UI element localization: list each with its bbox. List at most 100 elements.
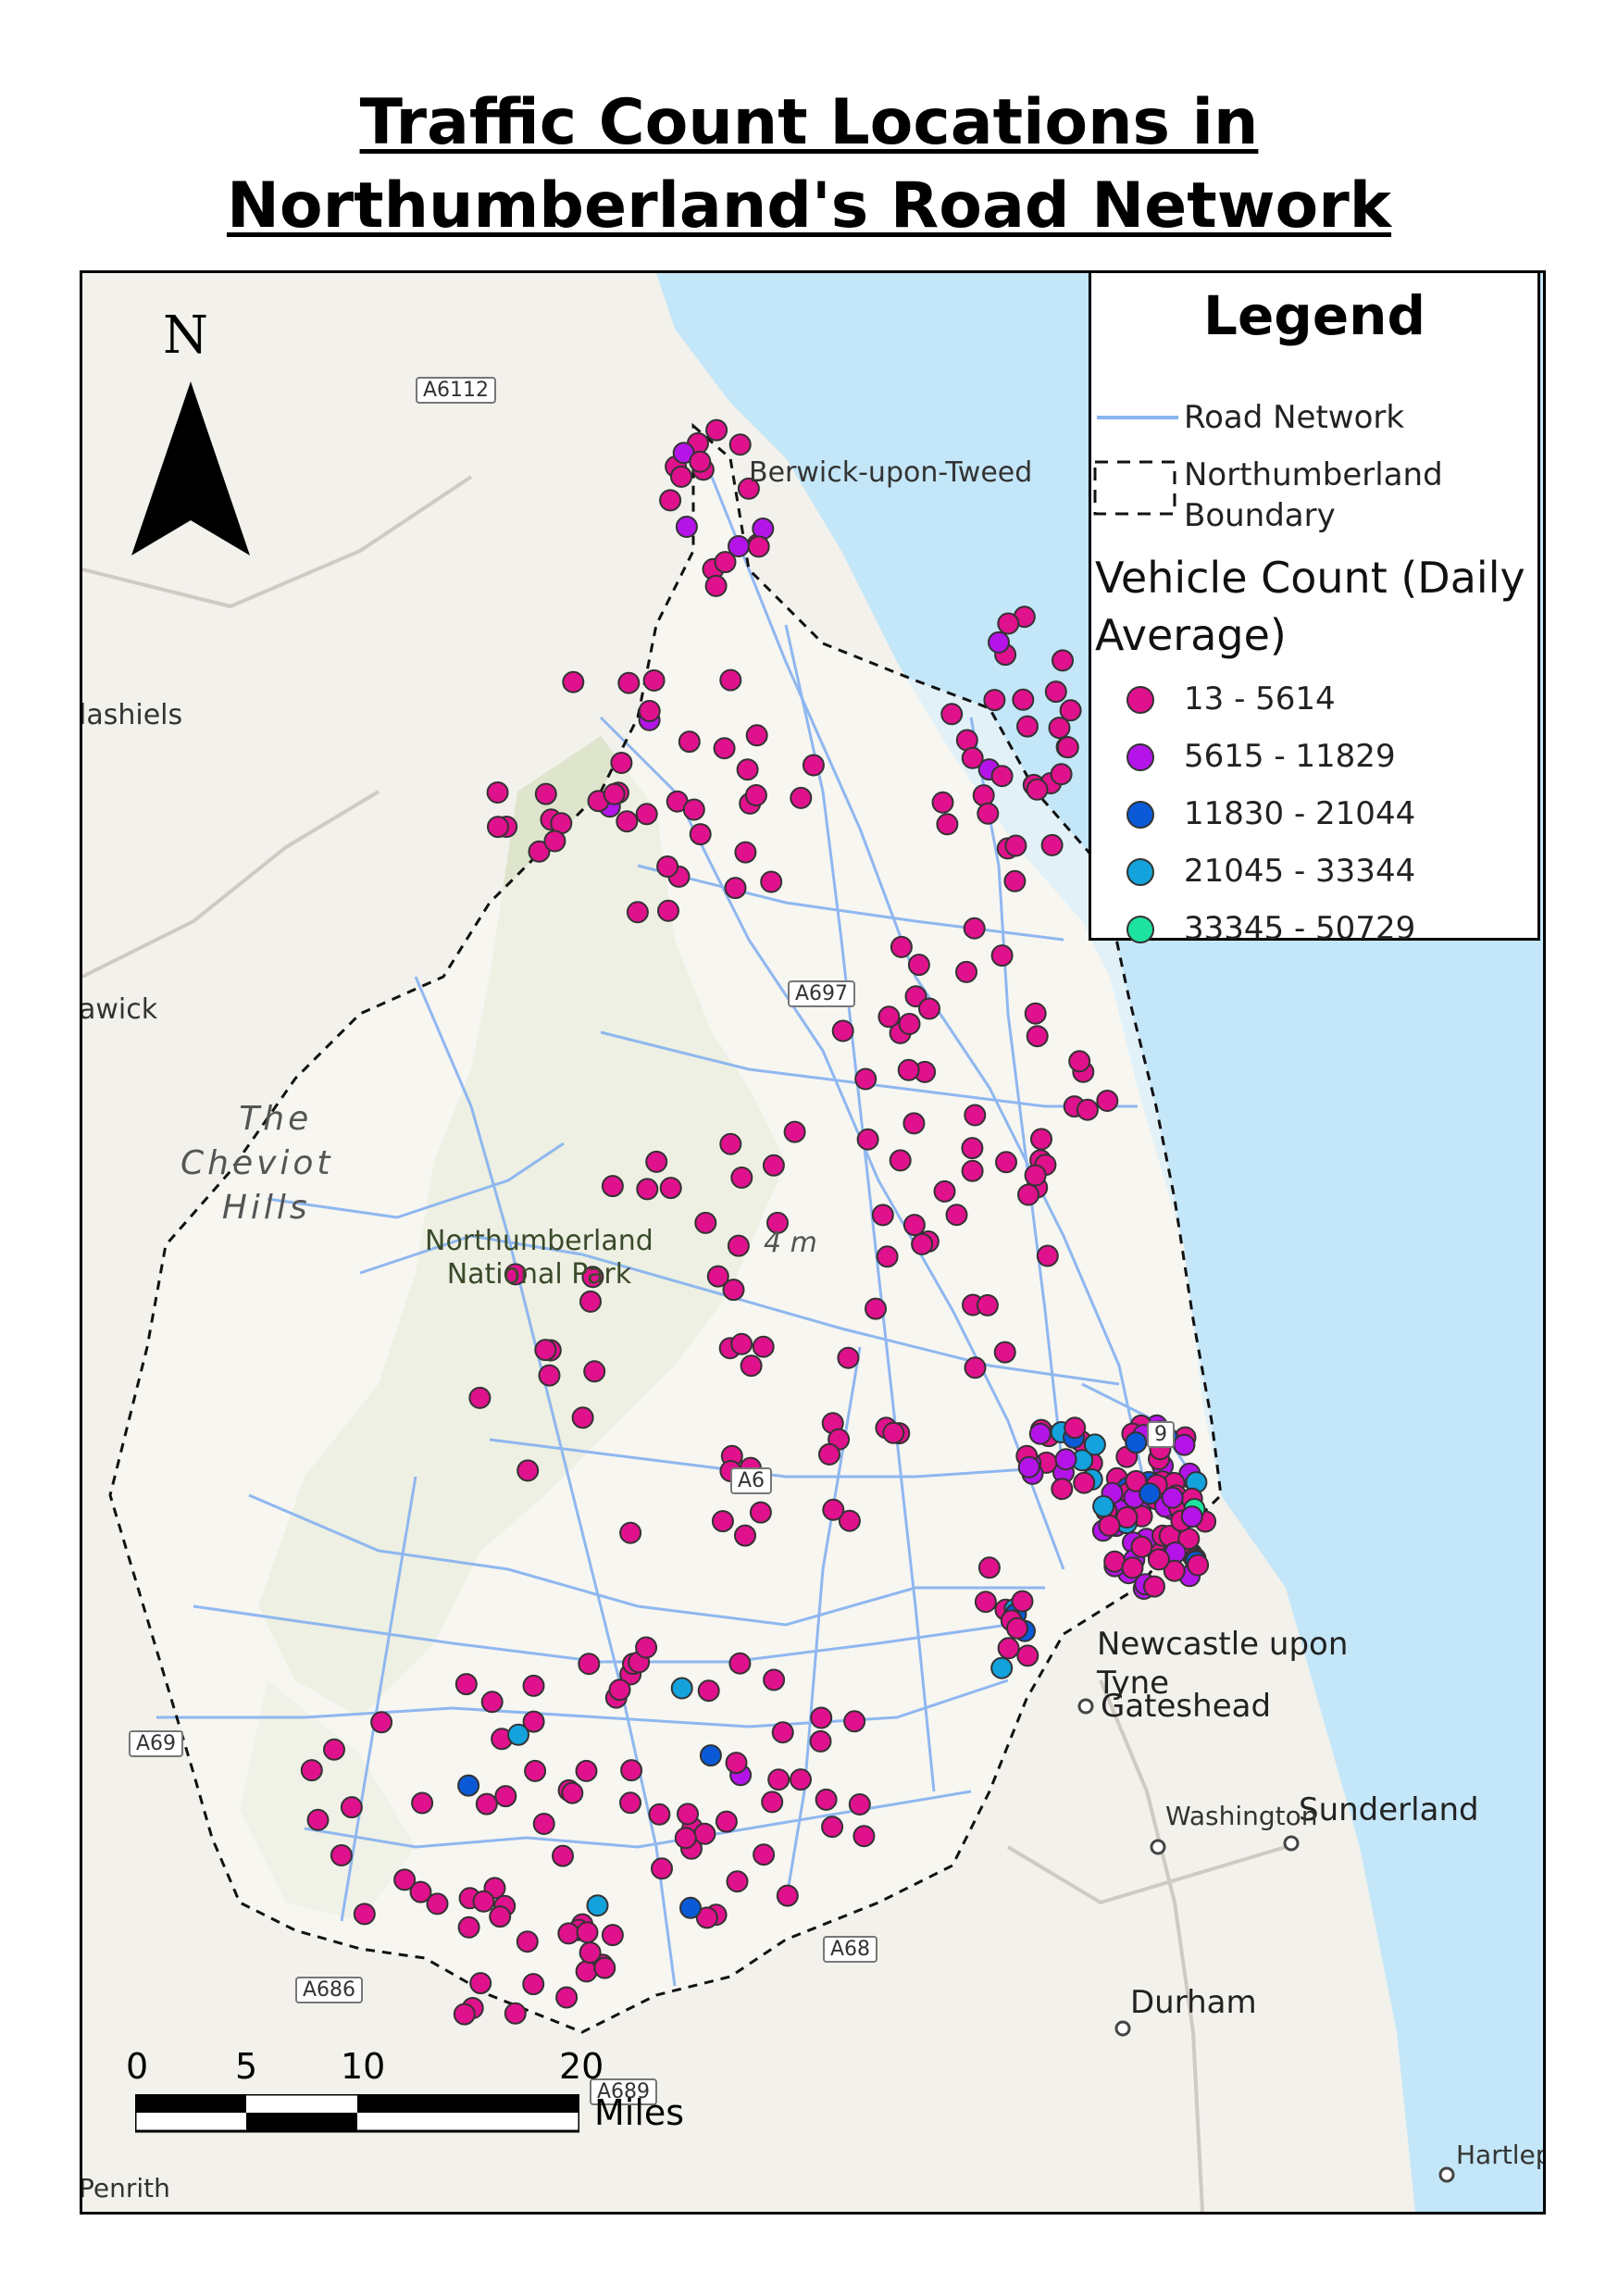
traffic-count-point[interactable] [1048,717,1071,740]
traffic-count-point[interactable] [504,1263,527,1286]
traffic-count-point[interactable] [1068,1050,1091,1073]
traffic-count-point[interactable] [730,1167,753,1189]
traffic-count-point[interactable] [1083,1433,1106,1456]
traffic-count-point[interactable] [1017,1183,1039,1206]
traffic-count-point[interactable] [911,1232,934,1255]
traffic-count-point[interactable] [1026,1025,1049,1048]
traffic-count-point[interactable] [1121,1556,1144,1579]
traffic-count-point[interactable] [771,1721,794,1744]
traffic-count-point[interactable] [1125,1431,1148,1454]
traffic-count-point[interactable] [593,1956,616,1979]
traffic-count-point[interactable] [749,1501,772,1524]
traffic-count-point[interactable] [674,1827,697,1850]
traffic-count-point[interactable] [1026,778,1049,801]
traffic-count-point[interactable] [722,1279,745,1302]
traffic-count-point[interactable] [575,1759,598,1782]
traffic-count-point[interactable] [522,1710,545,1733]
traffic-count-point[interactable] [961,1159,984,1182]
traffic-count-point[interactable] [853,1825,876,1848]
traffic-count-point[interactable] [532,1813,555,1835]
traffic-count-point[interactable] [487,816,509,839]
traffic-count-point[interactable] [678,730,701,754]
traffic-count-point[interactable] [1143,1575,1165,1598]
traffic-count-point[interactable] [744,784,767,806]
traffic-count-point[interactable] [575,1960,598,1983]
traffic-count-point[interactable] [995,1151,1017,1174]
traffic-count-point[interactable] [964,1104,987,1127]
traffic-count-point[interactable] [620,1759,643,1782]
traffic-count-point[interactable] [790,786,813,809]
traffic-count-point[interactable] [522,1674,545,1697]
traffic-count-point[interactable] [543,830,566,853]
traffic-count-point[interactable] [727,1234,750,1257]
traffic-count-point[interactable] [1028,1422,1052,1445]
traffic-count-point[interactable] [725,1752,748,1775]
traffic-count-point[interactable] [555,1986,579,2009]
traffic-count-point[interactable] [988,630,1010,654]
traffic-count-point[interactable] [638,700,661,722]
traffic-count-point[interactable] [882,1421,905,1444]
traffic-count-point[interactable] [651,1857,673,1880]
traffic-count-point[interactable] [1098,1514,1121,1537]
traffic-count-point[interactable] [752,518,775,540]
traffic-count-point[interactable] [1130,1535,1153,1558]
traffic-count-point[interactable] [802,754,825,777]
traffic-count-point[interactable] [1036,1244,1059,1267]
traffic-count-point[interactable] [818,1442,840,1466]
traffic-count-point[interactable] [1017,1455,1040,1479]
traffic-count-point[interactable] [728,433,752,456]
traffic-count-point[interactable] [494,1785,517,1808]
traffic-count-point[interactable] [945,1204,968,1227]
traffic-count-point[interactable] [736,758,759,781]
traffic-count-point[interactable] [601,1924,624,1947]
traffic-count-point[interactable] [677,1803,699,1826]
traffic-count-point[interactable] [898,1013,921,1035]
traffic-count-point[interactable] [504,2002,527,2025]
traffic-count-point[interactable] [848,1793,871,1816]
traffic-count-point[interactable] [679,1896,702,1919]
traffic-count-point[interactable] [457,1774,480,1797]
traffic-count-point[interactable] [426,1892,449,1915]
traffic-count-point[interactable] [936,813,959,836]
traffic-count-point[interactable] [617,671,641,694]
traffic-count-point[interactable] [734,1524,756,1547]
traffic-count-point[interactable] [737,477,760,500]
traffic-count-point[interactable] [561,1781,584,1804]
traffic-count-point[interactable] [603,782,626,805]
traffic-count-point[interactable] [747,535,770,558]
traffic-count-point[interactable] [876,1245,899,1268]
traffic-count-point[interactable] [963,917,986,940]
traffic-count-point[interactable] [728,1652,752,1675]
traffic-count-point[interactable] [1050,763,1073,786]
traffic-count-point[interactable] [897,1058,920,1081]
traffic-count-point[interactable] [854,1067,877,1091]
traffic-count-point[interactable] [745,724,768,747]
traffic-count-point[interactable] [726,1870,749,1893]
traffic-count-point[interactable] [552,1844,574,1867]
traffic-count-point[interactable] [997,1637,1020,1660]
traffic-count-point[interactable] [1012,688,1035,711]
traffic-count-point[interactable] [1056,736,1079,759]
traffic-count-point[interactable] [695,1906,718,1929]
traffic-count-point[interactable] [734,841,757,864]
traffic-count-point[interactable] [469,1972,492,1995]
traffic-count-point[interactable] [1024,1164,1047,1187]
traffic-count-point[interactable] [783,1120,806,1143]
traffic-count-point[interactable] [516,1930,539,1953]
traffic-count-point[interactable] [1139,1482,1162,1505]
traffic-count-point[interactable] [719,668,742,692]
traffic-count-point[interactable] [990,765,1014,788]
traffic-count-point[interactable] [670,465,692,488]
traffic-count-point[interactable] [713,737,736,760]
traffic-count-point[interactable] [752,1335,775,1358]
traffic-count-point[interactable] [1044,680,1067,704]
traffic-count-point[interactable] [1147,1548,1170,1571]
traffic-count-point[interactable] [877,1005,901,1029]
traffic-count-point[interactable] [983,689,1006,712]
traffic-count-point[interactable] [706,1265,729,1288]
traffic-count-point[interactable] [522,1973,545,1996]
traffic-count-point[interactable] [761,1791,784,1814]
traffic-count-point[interactable] [330,1844,353,1866]
traffic-count-point[interactable] [670,1677,693,1700]
traffic-count-point[interactable] [642,669,666,692]
